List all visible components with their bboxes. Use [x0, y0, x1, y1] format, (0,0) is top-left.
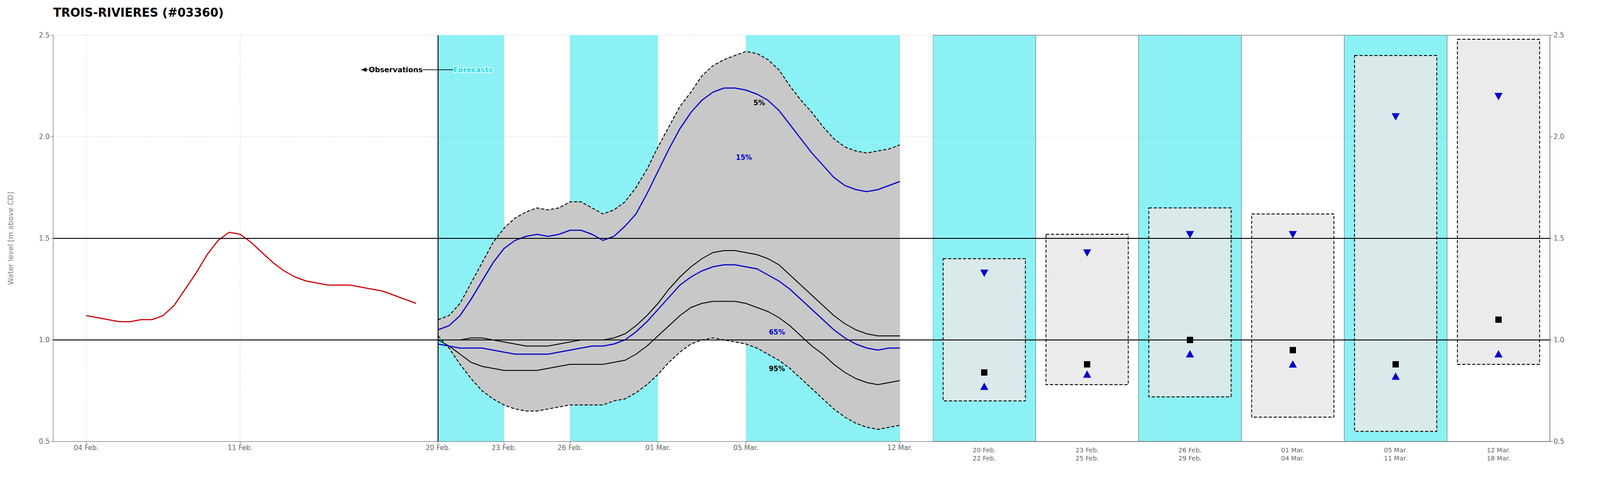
svg-text:65%: 65%	[768, 327, 785, 337]
svg-text:11 Feb.: 11 Feb.	[227, 443, 253, 452]
svg-text:1.0: 1.0	[1553, 335, 1565, 344]
svg-text:23 Feb.: 23 Feb.	[491, 443, 517, 452]
svg-text:95%: 95%	[768, 364, 785, 373]
svg-text:12 Mar.: 12 Mar.	[887, 443, 913, 452]
svg-text:20 Feb.: 20 Feb.	[425, 443, 451, 452]
svg-text:05 Mar.11 Mar.: 05 Mar.11 Mar.	[1383, 446, 1408, 462]
svg-text:0.5: 0.5	[1553, 437, 1565, 446]
svg-text:04 Feb.: 04 Feb.	[73, 443, 99, 452]
svg-text:26 Feb.29 Feb.: 26 Feb.29 Feb.	[1178, 446, 1202, 462]
svg-text:15%: 15%	[735, 153, 752, 162]
svg-text:5%: 5%	[753, 98, 765, 107]
svg-text:2.5: 2.5	[1553, 31, 1565, 40]
svg-text:2.0: 2.0	[38, 132, 50, 141]
svg-text:12 Mar.18 Mar.: 12 Mar.18 Mar.	[1486, 446, 1511, 462]
svg-text:01 Mar.: 01 Mar.	[645, 443, 671, 452]
svg-text:2.5: 2.5	[38, 31, 50, 40]
svg-text:1.5: 1.5	[38, 234, 50, 243]
svg-text:26 Feb.: 26 Feb.	[557, 443, 583, 452]
svg-text:1.5: 1.5	[1553, 234, 1565, 243]
svg-text:2.0: 2.0	[1553, 132, 1565, 141]
svg-text:0.5: 0.5	[38, 437, 50, 446]
svg-text:1.0: 1.0	[38, 335, 50, 344]
svg-text:Observations: Observations	[368, 65, 423, 74]
svg-text:20 Feb.22 Feb.: 20 Feb.22 Feb.	[972, 446, 996, 462]
svg-text:01 Mar.04 Mar.: 01 Mar.04 Mar.	[1281, 446, 1305, 462]
svg-text:Forecasts: Forecasts	[453, 65, 493, 74]
html-text:TROIS-RIVIERES (#03360): TROIS-RIVIERES (#03360)	[53, 5, 224, 20]
svg-text:23 Feb.25 Feb.: 23 Feb.25 Feb.	[1075, 446, 1099, 462]
svg-text:Water level [m above CD]: Water level [m above CD]	[6, 191, 15, 285]
svg-text:05 Mar.: 05 Mar.	[733, 443, 759, 452]
